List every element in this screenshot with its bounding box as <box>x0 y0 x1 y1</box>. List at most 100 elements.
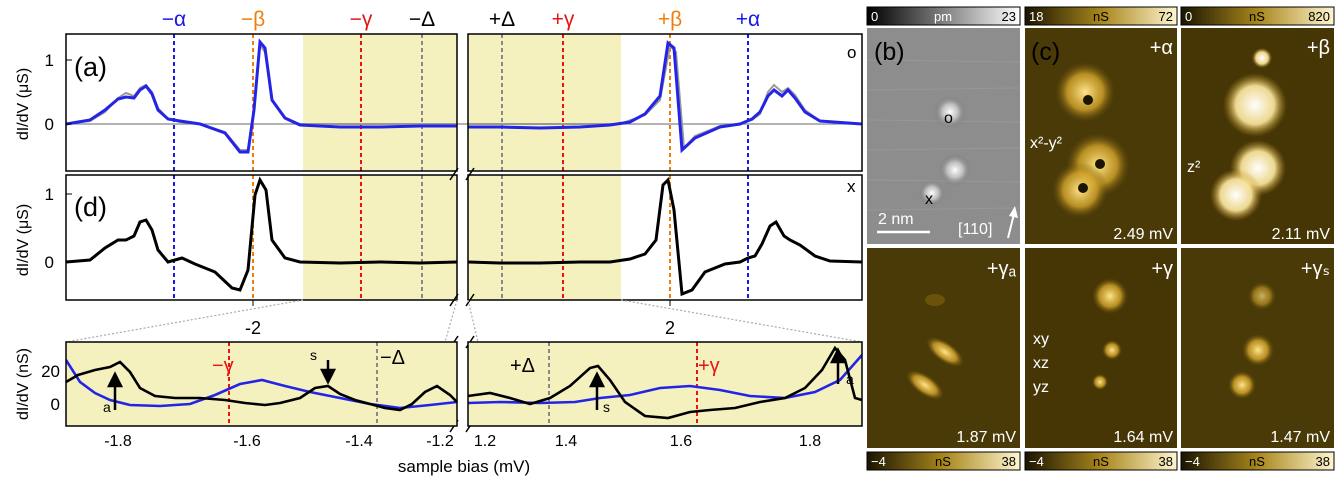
cb-bot-1-unit: nS <box>1093 454 1109 469</box>
label-e-minus-delta: −Δ <box>380 347 405 369</box>
ytick-a-1: 1 <box>45 51 54 70</box>
cb-bot-2-unit: nS <box>1249 454 1265 469</box>
cb-cb-min: 0 <box>1185 9 1192 24</box>
cb-bot-2-min: −4 <box>1185 454 1200 469</box>
panel-b-marker-o: o <box>944 110 953 127</box>
map-plus-gamma-a: +γₐ 1.87 mV <box>867 248 1020 448</box>
curve-e-black <box>66 345 862 420</box>
curve-d-black <box>66 176 862 297</box>
xtick-e-1: -1.6 <box>233 433 261 450</box>
panel-e: a s s a −γ −Δ +Δ +γ 20 0 -1.8 -1.6 -1.4 … <box>41 341 863 476</box>
panel-b-marker-x: x <box>925 191 933 208</box>
map-gamma-a-bias: 1.87 mV <box>956 429 1016 446</box>
label-minus-alpha: −α <box>162 8 186 31</box>
map-plus-gamma: +γ xy xz yz 1.64 mV <box>1025 248 1177 448</box>
cb-cb-max: 820 <box>1308 9 1330 24</box>
scalebar-label: 2 nm <box>878 211 914 228</box>
xtick-d-neg2: -2 <box>245 318 261 338</box>
map-plus-gamma-s: +γₛ 1.47 mV <box>1181 248 1334 448</box>
map-gamma-orb-1: xy <box>1033 331 1049 348</box>
vlines-a <box>173 34 749 171</box>
xtick-e-5: 1.4 <box>555 433 577 450</box>
xtick-e-6: 1.6 <box>670 433 692 450</box>
label-e-plus-delta: +Δ <box>510 355 535 377</box>
panel-d-marker: x <box>847 177 856 196</box>
xlabel-e: sample bias (mV) <box>398 457 530 476</box>
frame-e-left <box>65 341 458 427</box>
panel-b-image: (b) o x 2 nm [110] <box>866 28 1021 244</box>
cb-bot-1-min: −4 <box>1029 454 1044 469</box>
frame-a-left <box>65 33 458 172</box>
cb-bot-2-max: 38 <box>1316 454 1330 469</box>
label-plus-delta: +Δ <box>489 8 515 31</box>
ytick-e-20: 20 <box>41 362 60 381</box>
label-minus-beta: −β <box>241 8 265 31</box>
arrow-label-s-left: s <box>310 347 317 363</box>
panel-b-label: (b) <box>874 38 905 66</box>
colorbar-c-alpha: 18 nS 72 <box>1024 6 1178 26</box>
map-beta-orbital: z² <box>1187 159 1201 176</box>
colorbar-c-beta: 0 nS 820 <box>1180 6 1335 26</box>
direction-label: [110] <box>958 221 992 238</box>
cb-cb-unit: nS <box>1249 9 1265 24</box>
shade-right-a <box>468 34 621 171</box>
zoom-connectors <box>65 299 863 343</box>
shade-e-right <box>468 342 862 426</box>
map-gamma-s-bias: 1.47 mV <box>1270 429 1330 446</box>
arrow-label-a-right: a <box>846 371 854 387</box>
panel-a-label: (a) <box>74 52 107 82</box>
xtick-e-0: -1.8 <box>104 433 132 450</box>
direction-arrow <box>1007 213 1015 239</box>
panel-a: (a) o 1 0 <box>45 33 863 173</box>
shade-left-d <box>303 175 457 300</box>
ytick-d-1: 1 <box>45 185 54 204</box>
cb-bot-0-max: 38 <box>1002 454 1016 469</box>
label-e-minus-gamma: −γ <box>212 355 234 377</box>
map-gamma-a-tag: +γₐ <box>987 258 1017 280</box>
map-gamma-orb-2: xz <box>1033 355 1049 372</box>
map-beta-tag: +β <box>1307 37 1330 59</box>
shade-right-d <box>468 175 621 300</box>
panel-c-label: (c) <box>1031 38 1060 66</box>
ylabel-e: dI/dV (nS) <box>15 348 32 420</box>
label-minus-delta: −Δ <box>409 8 435 31</box>
colorbars-bottom: −4 nS 38 −4 nS 38 −4 nS 38 <box>866 451 1335 471</box>
map-plus-alpha: (c) +α x²-y² 2.49 mV <box>1025 28 1177 244</box>
map-gamma-orb-3: yz <box>1033 379 1049 396</box>
label-e-plus-gamma: +γ <box>698 355 720 377</box>
map-plus-beta: +β z² 2.11 mV <box>1181 28 1334 244</box>
frame-d-right <box>467 174 863 301</box>
shade-e-left <box>66 342 457 426</box>
curve-a-blue <box>66 38 862 154</box>
map-alpha-orbital: x²-y² <box>1030 135 1063 152</box>
xtick-e-2: -1.4 <box>345 433 373 450</box>
map-beta-bias: 2.11 mV <box>1272 226 1331 243</box>
shade-left-a <box>303 34 457 171</box>
arrow-label-s-right: s <box>603 399 610 415</box>
xticks-e: -1.8 -1.6 -1.4 -1.2 1.2 1.4 1.6 1.8 <box>104 433 821 450</box>
map-gamma-bias: 1.64 mV <box>1113 429 1173 446</box>
label-minus-gamma: −γ <box>350 8 373 31</box>
cb-b-max: 23 <box>1002 9 1016 24</box>
ytick-a-0: 0 <box>45 115 54 134</box>
cb-b-min: 0 <box>871 9 878 24</box>
cb-ca-min: 18 <box>1029 9 1043 24</box>
colorbar-b: 0 pm 23 <box>866 6 1021 26</box>
cb-bot-1-max: 38 <box>1159 454 1173 469</box>
ylabel-a: dI/dV (μS) <box>15 68 32 140</box>
ytick-e-0: 0 <box>51 395 60 414</box>
ytick-d-0: 0 <box>45 253 54 272</box>
panel-d: (d) x 1 0 -2 2 <box>45 174 863 338</box>
peak-labels: −α −β −γ −Δ +Δ +γ +β +α <box>162 8 760 31</box>
xtick-d-pos2: 2 <box>665 318 675 338</box>
frame-e-right <box>467 341 863 427</box>
map-alpha-tag: +α <box>1150 37 1173 59</box>
label-plus-beta: +β <box>658 8 682 31</box>
label-plus-gamma: +γ <box>552 8 575 31</box>
xtick-e-4: 1.2 <box>474 433 496 450</box>
cb-bot-0-min: −4 <box>871 454 886 469</box>
ylabel-d: dI/dV (μS) <box>15 204 32 276</box>
panel-a-marker: o <box>847 43 856 62</box>
cb-ca-unit: nS <box>1093 9 1109 24</box>
